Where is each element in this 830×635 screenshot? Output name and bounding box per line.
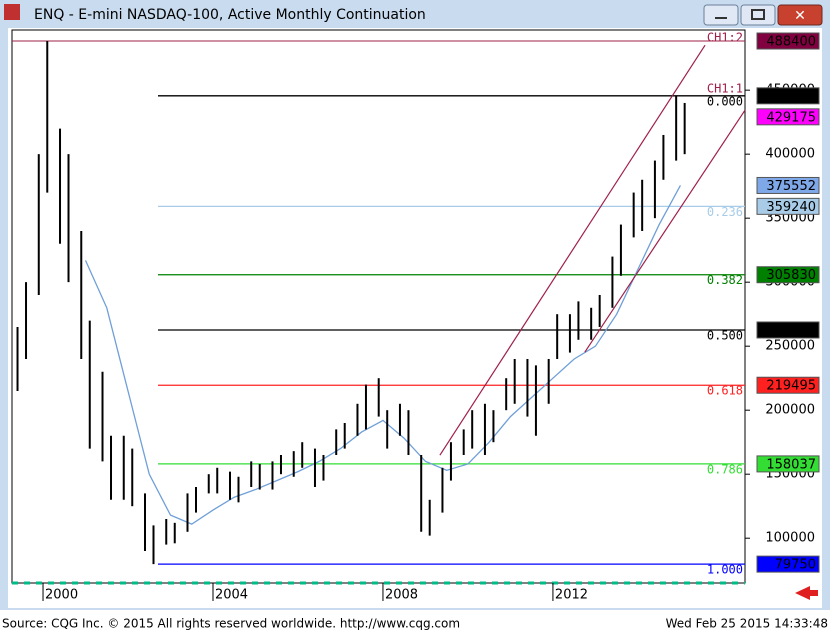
fib-ratio: 0.382: [707, 273, 743, 287]
window-title: ENQ - E-mini NASDAQ-100, Active Monthly …: [34, 7, 426, 23]
footer-source: Source: CQG Inc. © 2015 All rights reser…: [2, 617, 460, 631]
fib-ratio: 0.236: [707, 205, 743, 219]
price-box: [756, 321, 820, 339]
price-box: [756, 376, 820, 394]
close-button[interactable]: [777, 4, 823, 26]
y-tick-label: 200000: [765, 403, 815, 418]
price-box-label: 359240: [766, 200, 816, 215]
x-tick-label: 2000: [45, 588, 78, 603]
moving-average: [84, 185, 681, 525]
price-box: [756, 197, 820, 215]
plot-area: [11, 29, 746, 584]
price-box-label: 79750: [775, 558, 816, 573]
price-box-label: 305830: [766, 268, 816, 283]
price-box: [756, 455, 820, 473]
y-tick-label: 400000: [765, 147, 815, 162]
price-box: [756, 176, 820, 194]
y-tick-label: 100000: [765, 531, 815, 546]
close-icon: ✕: [794, 8, 806, 24]
price-box: [756, 87, 820, 105]
price-box: [756, 32, 820, 50]
price-box-label: 445575: [766, 89, 816, 104]
price-box: [756, 108, 820, 126]
price-box-label: 262662: [766, 323, 816, 338]
price-box: [756, 555, 820, 573]
fib-ratio: 0.786: [707, 462, 743, 476]
y-tick-label: 250000: [765, 339, 815, 354]
price-box: [756, 266, 820, 284]
maximize-icon: [751, 9, 765, 20]
fib-ratio: 1.000: [707, 563, 743, 577]
price-box-label: 429175: [766, 110, 816, 125]
x-tick-label: 2008: [385, 588, 418, 603]
footer-bar: [0, 610, 830, 631]
price-box-label: 488400: [766, 35, 816, 50]
price-box-label: 219495: [766, 379, 816, 394]
channel-line: [584, 109, 746, 353]
x-tick-label: 2004: [215, 588, 248, 603]
channel-label: CH1:1: [707, 82, 743, 96]
fib-ratio: 0.000: [707, 94, 743, 108]
price-box-label: 375552: [766, 179, 816, 194]
price-box-label: 158037: [766, 457, 816, 472]
scroll-arrow[interactable]: [795, 586, 818, 600]
app-icon: [4, 4, 20, 20]
fib-ratio: 0.500: [707, 328, 743, 342]
fib-ratio: 0.618: [707, 384, 743, 398]
channel-line: [439, 44, 706, 456]
minimize-button[interactable]: [703, 4, 739, 26]
x-tick-label: 2012: [555, 588, 588, 603]
footer-timestamp: Wed Feb 25 2015 14:33:48: [666, 617, 828, 631]
maximize-button[interactable]: [740, 4, 776, 26]
channel-label: CH1:2: [707, 31, 743, 45]
